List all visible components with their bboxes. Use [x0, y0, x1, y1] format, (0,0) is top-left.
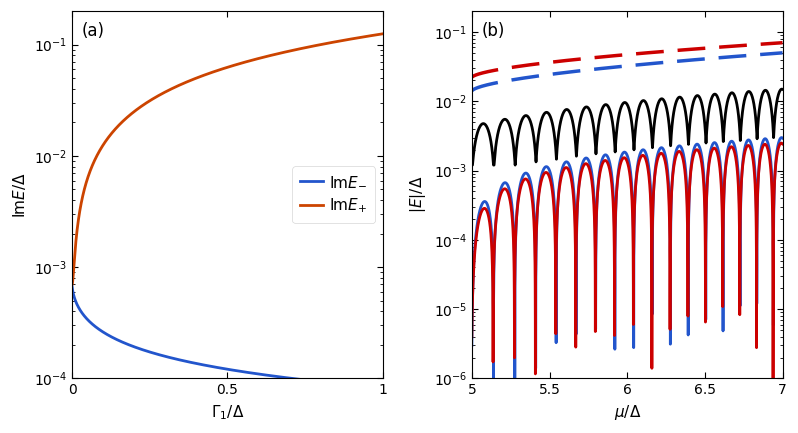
Text: (a): (a) [81, 22, 105, 40]
Y-axis label: $\mathrm{Im}E/\Delta$: $\mathrm{Im}E/\Delta$ [11, 172, 28, 218]
X-axis label: $\mu/\Delta$: $\mu/\Delta$ [614, 403, 641, 422]
Text: (b): (b) [481, 22, 504, 40]
Legend: $\mathrm{Im}E_{-}$, $\mathrm{Im}E_{+}$: $\mathrm{Im}E_{-}$, $\mathrm{Im}E_{+}$ [292, 166, 375, 223]
Y-axis label: $|E|/\Delta$: $|E|/\Delta$ [408, 176, 428, 213]
X-axis label: $\Gamma_1/\Delta$: $\Gamma_1/\Delta$ [211, 403, 244, 422]
